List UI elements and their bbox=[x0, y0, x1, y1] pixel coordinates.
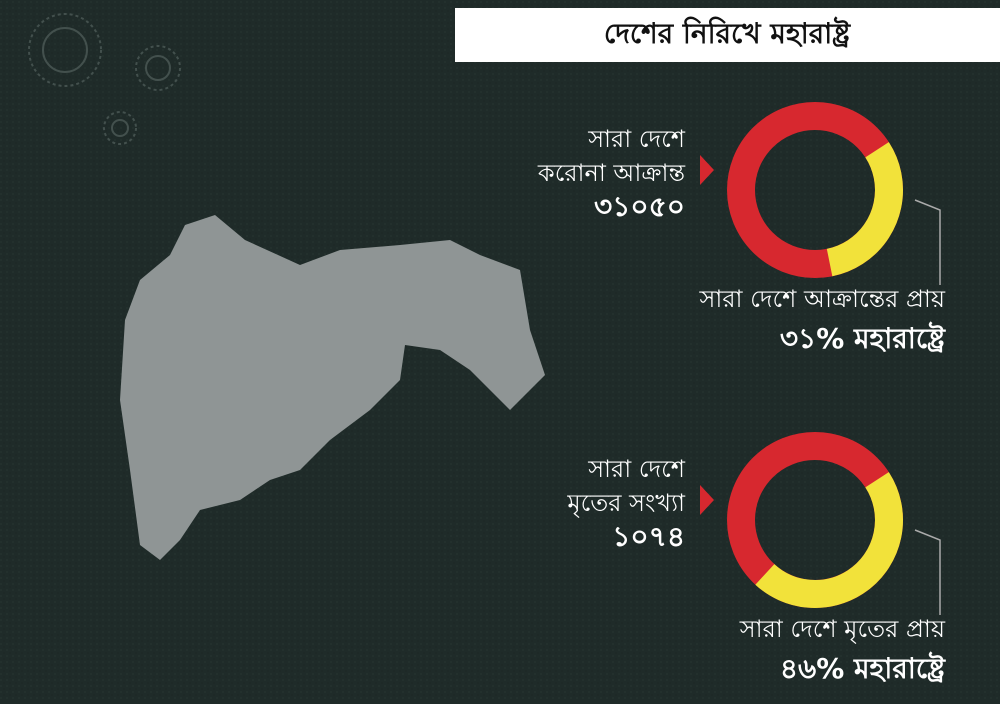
highlight: ৪৬% মহারাষ্ট্রে bbox=[780, 651, 946, 685]
caption: সারা দেশে আক্রান্তের প্রায় bbox=[699, 285, 946, 313]
count-label: মৃতের সংখ্যা bbox=[566, 489, 686, 518]
title-box bbox=[455, 8, 1000, 62]
state-map bbox=[120, 215, 545, 560]
count-value: ১০৭৪ bbox=[612, 520, 685, 553]
pointer bbox=[700, 155, 714, 185]
connector bbox=[914, 529, 941, 615]
title: দেশের নিরিখে মহারাষ্ট্র bbox=[604, 16, 851, 50]
caption: সারা দেশে মৃতের প্রায় bbox=[739, 615, 946, 644]
count-label: সারা দেশে bbox=[587, 125, 686, 153]
count-label: করোনা আক্রান্ত bbox=[537, 159, 686, 187]
panels: সারা দেশে করোনা আক্রান্ত ৩১০৫০ সারা দেশে আক… bbox=[537, 102, 946, 685]
donut-share bbox=[727, 102, 903, 278]
donut-share bbox=[727, 432, 903, 608]
pointer bbox=[700, 485, 714, 515]
connector bbox=[914, 199, 941, 285]
count-value: ৩১০৫০ bbox=[594, 190, 685, 223]
virus-decoration bbox=[28, 13, 181, 145]
count-label: সারা দেশে bbox=[587, 455, 686, 483]
highlight: ৩১% মহারাষ্ট্রে bbox=[780, 321, 946, 355]
